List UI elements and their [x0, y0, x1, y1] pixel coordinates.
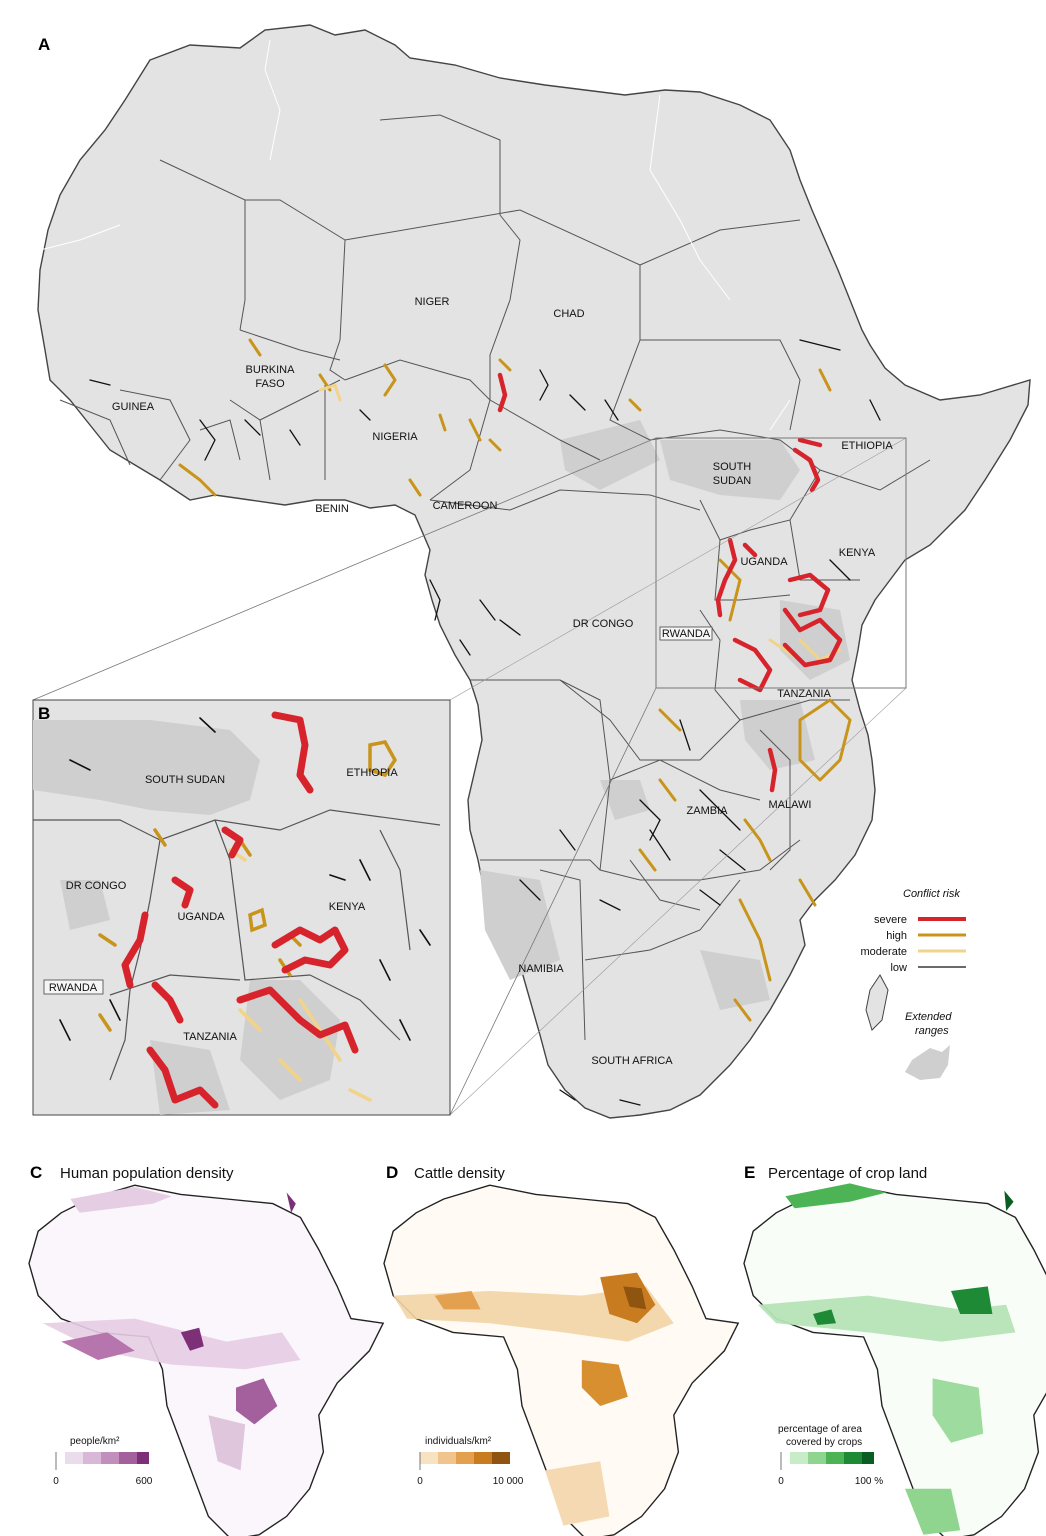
panel-e-letter: E	[744, 1163, 755, 1182]
inset-label-kenya: KENYA	[329, 901, 366, 913]
conflict-lines	[89, 338, 881, 1106]
inset-rwanda-box	[43, 979, 104, 995]
country-borders	[59, 114, 931, 1041]
inset-frame	[655, 437, 907, 689]
label-rwanda: RWANDA	[662, 628, 711, 640]
legend-item-severe: severe	[874, 914, 966, 926]
panel-e-max: 100 %	[855, 1476, 883, 1487]
label-uganda: UGANDA	[740, 556, 788, 568]
rwanda-box	[659, 626, 713, 641]
panel-a-letter: A	[38, 35, 50, 54]
inset-label-uganda: UGANDA	[177, 911, 225, 923]
panel-c-min: 0	[53, 1476, 59, 1487]
label-dr-congo: DR CONGO	[573, 618, 634, 630]
label-malawi: MALAWI	[769, 799, 812, 811]
panel-d-unit: individuals/km²	[425, 1436, 492, 1447]
label-nigeria: NIGERIA	[372, 431, 418, 443]
svg-text:low: low	[890, 962, 907, 974]
africa-main-map: NIGER CHAD BURKINA FASO GUINEA NIGERIA B…	[32, 24, 1031, 1119]
panel-d-colorbar	[419, 1452, 510, 1470]
label-chad: CHAD	[553, 308, 584, 320]
extended-range-swatch	[905, 1045, 950, 1080]
panel-d-letter: D	[386, 1163, 398, 1182]
label-south-africa: SOUTH AFRICA	[591, 1055, 673, 1067]
panel-e-min: 0	[778, 1476, 784, 1487]
panel-d-min: 0	[417, 1476, 423, 1487]
legend-title: Conflict risk	[903, 888, 960, 900]
cattle-map	[383, 1184, 739, 1536]
label-ethiopia: ETHIOPIA	[841, 440, 893, 452]
panel-e-colorbar	[780, 1452, 874, 1470]
inset-label-dr-congo: DR CONGO	[66, 880, 127, 892]
inset-label-rwanda: RWANDA	[49, 982, 98, 994]
panel-b-letter: B	[38, 704, 50, 723]
water-lines	[39, 39, 791, 431]
panel-e-unit-1: percentage of area	[778, 1424, 862, 1435]
inset-label-ethiopia: ETHIOPIA	[346, 767, 398, 779]
label-cameroon: CAMEROON	[433, 500, 498, 512]
panel-c-unit: people/km²	[70, 1436, 120, 1447]
label-burkina-1: BURKINA	[246, 364, 296, 376]
legend-item-low: low	[890, 962, 966, 974]
cropland-map	[743, 1183, 1046, 1536]
population-map	[28, 1184, 384, 1536]
panel-d-title: Cattle density	[414, 1165, 505, 1182]
label-south-sudan-1: SOUTH	[713, 461, 752, 473]
legend-item-high: high	[886, 930, 966, 942]
panel-c-letter: C	[30, 1163, 42, 1182]
svg-text:high: high	[886, 930, 907, 942]
legend-extended-2: ranges	[915, 1025, 949, 1037]
panel-e-title: Percentage of crop land	[768, 1165, 927, 1182]
label-benin: BENIN	[315, 503, 349, 515]
legend-extended-1: Extended	[905, 1011, 952, 1023]
inset-label-south-sudan: SOUTH SUDAN	[145, 774, 225, 786]
label-burkina-2: FASO	[255, 378, 285, 390]
label-kenya: KENYA	[839, 547, 876, 559]
panel-e-unit-2: covered by crops	[786, 1437, 862, 1448]
inset-label-tanzania: TANZANIA	[183, 1031, 237, 1043]
panel-c-title: Human population density	[60, 1165, 234, 1182]
label-south-sudan-2: SUDAN	[713, 475, 752, 487]
panel-c-colorbar	[55, 1452, 149, 1470]
label-zambia: ZAMBIA	[687, 805, 729, 817]
panel-c-max: 600	[136, 1476, 153, 1487]
svg-text:severe: severe	[874, 914, 907, 926]
label-guinea: GUINEA	[112, 401, 155, 413]
label-niger: NIGER	[415, 296, 450, 308]
label-tanzania: TANZANIA	[777, 688, 831, 700]
inset-map: B SOUTH SUDAN ETHIOPIA DR CONGO UGANDA K…	[32, 699, 451, 1116]
legend-item-moderate: moderate	[861, 946, 966, 958]
conflict-legend: Conflict risk severe high moderate low E…	[861, 888, 966, 1080]
svg-text:moderate: moderate	[861, 946, 907, 958]
panel-d-max: 10 000	[493, 1476, 524, 1487]
label-namibia: NAMIBIA	[518, 963, 564, 975]
madagascar-shape	[865, 974, 889, 1031]
